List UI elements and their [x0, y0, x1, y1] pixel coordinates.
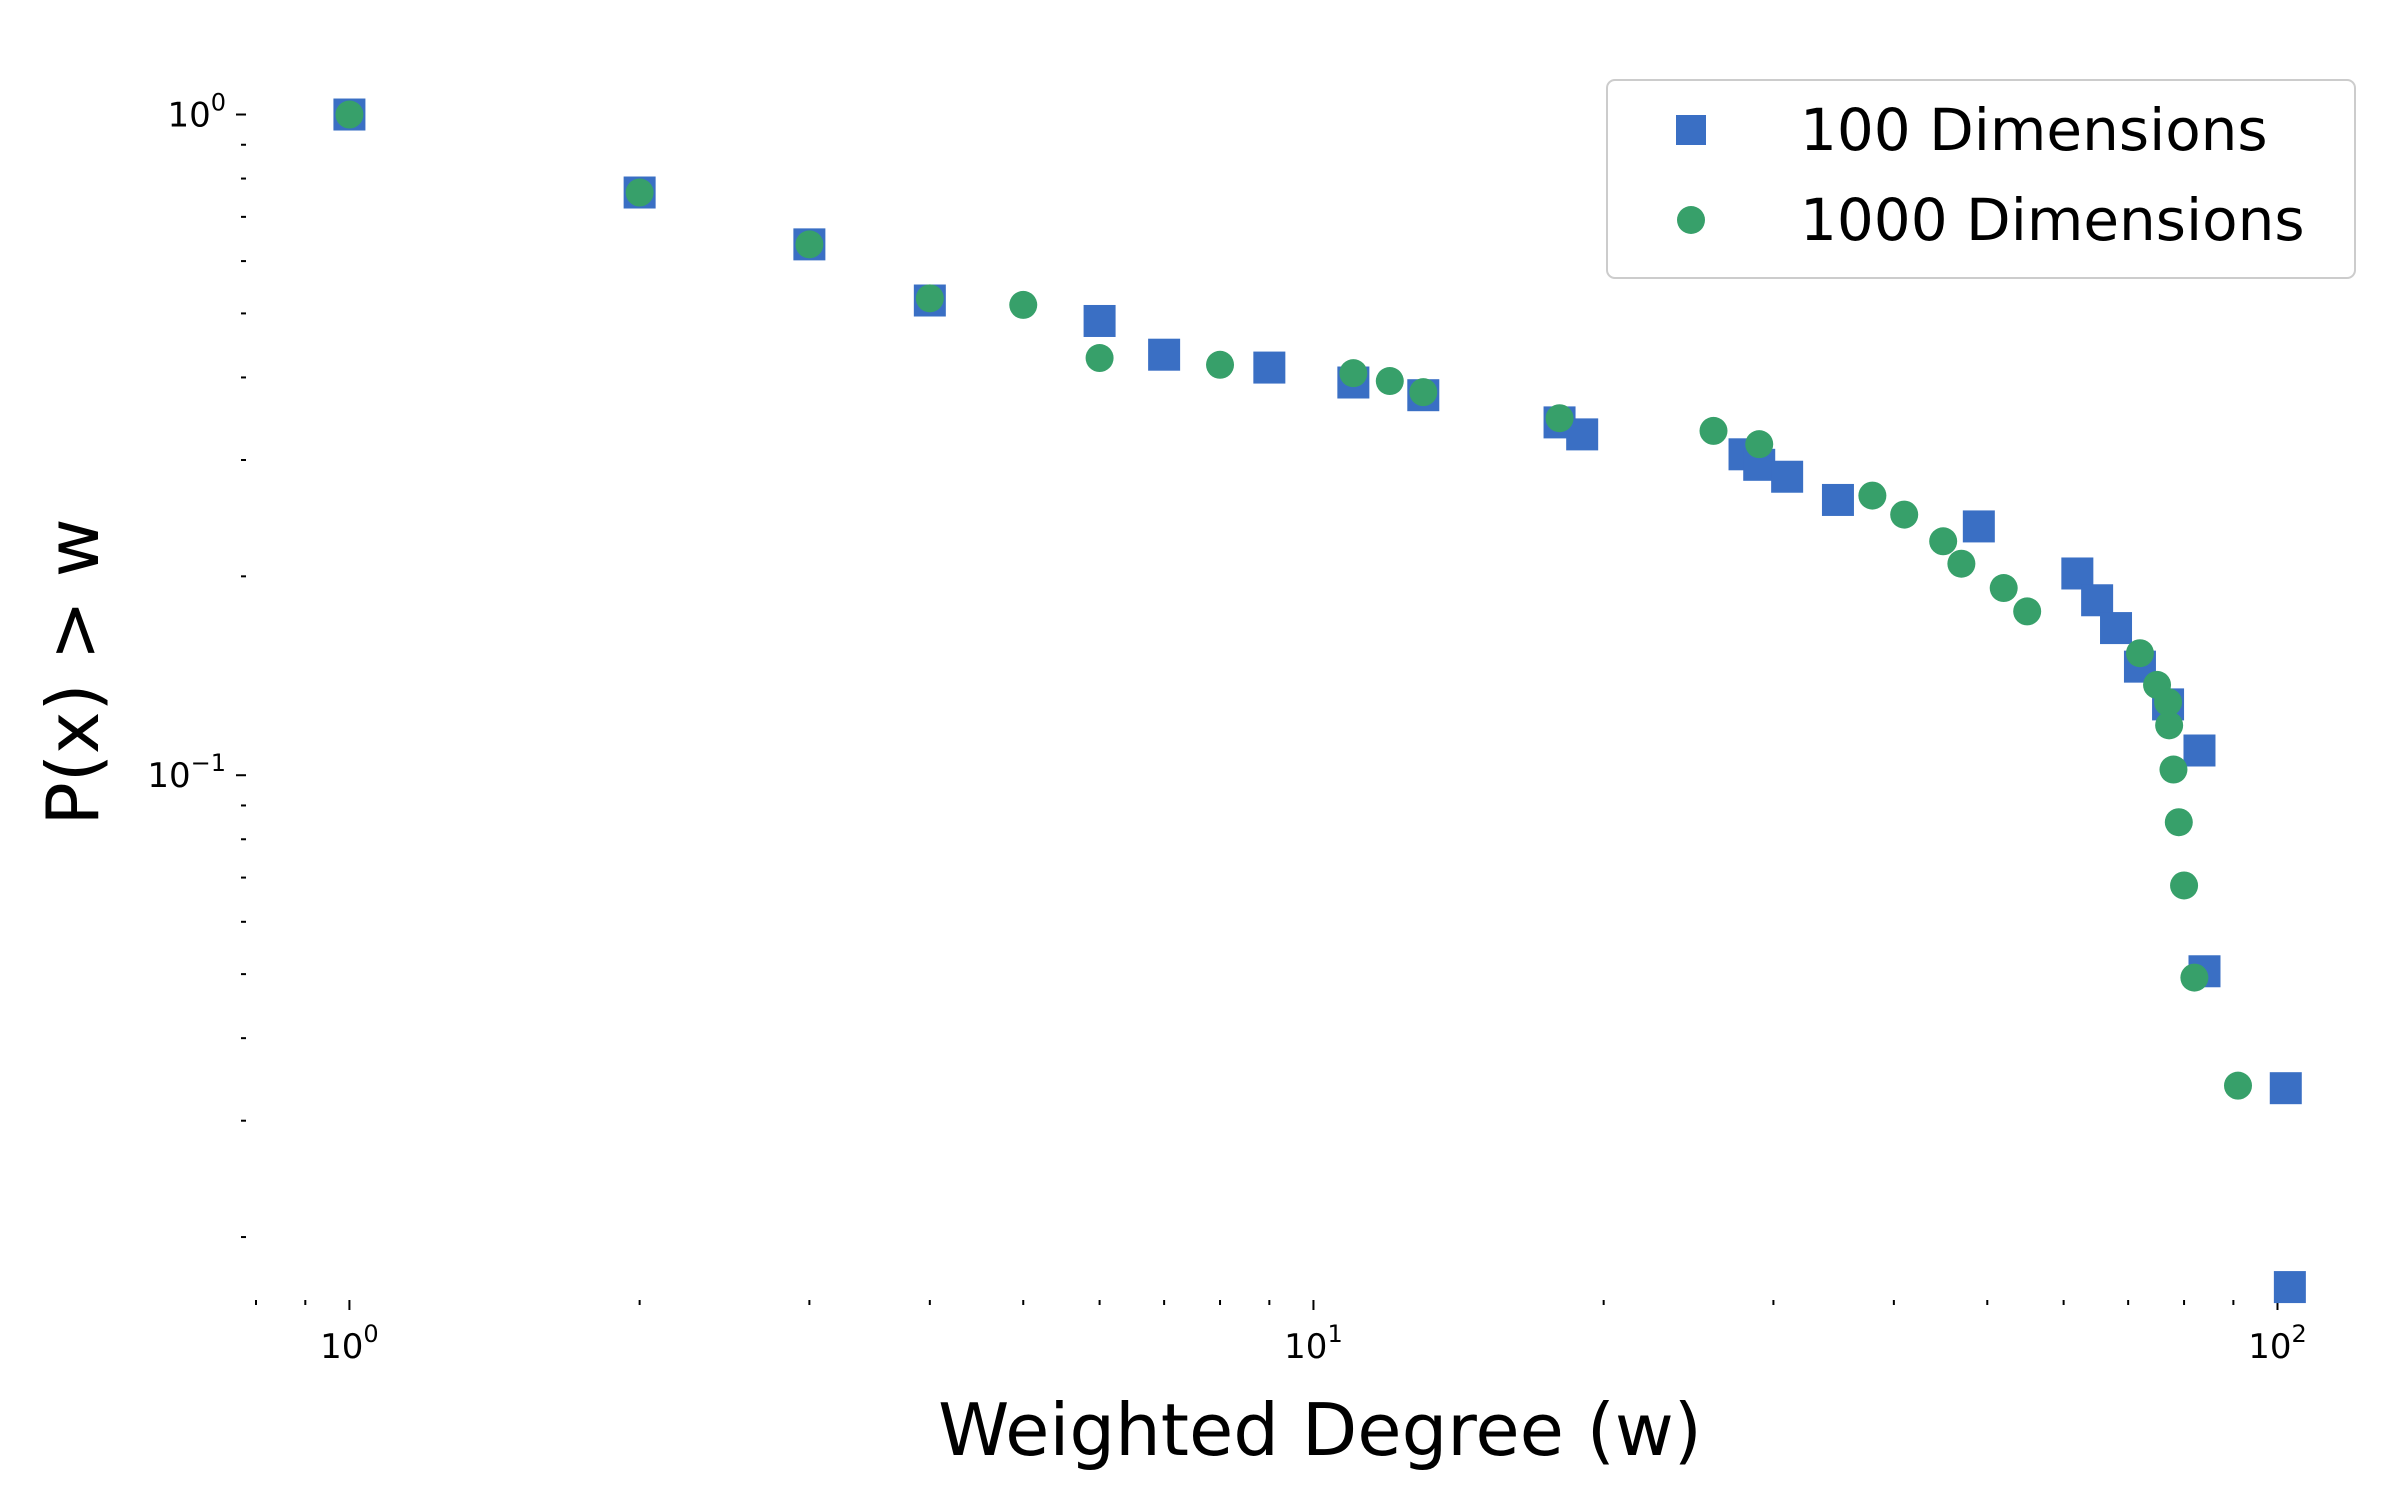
data-point-circle: [1545, 404, 1574, 433]
data-point-square: [2100, 612, 2133, 645]
data-point-circle: [2170, 871, 2199, 900]
data-point-square: [1083, 304, 1116, 337]
data-point-square: [1962, 510, 1995, 543]
legend: 100 Dimensions 1000 Dimensions: [1606, 79, 2356, 279]
y-axis: 100 10−1: [147, 89, 246, 1239]
x-axis-title: Weighted Degree (w): [938, 1388, 1702, 1472]
y-axis-title: P(x) > w: [31, 518, 115, 825]
data-point-square: [2269, 1072, 2302, 1105]
data-point-square: [1253, 351, 1286, 384]
legend-marker-circle: [1677, 206, 1705, 234]
data-point-square: [1821, 483, 1854, 516]
data-point-circle: [335, 100, 364, 129]
data-point-circle: [2164, 808, 2193, 837]
data-point-square: [2183, 734, 2216, 767]
x-tick-label: 102: [2248, 1320, 2307, 1367]
data-point-circle: [2013, 597, 2042, 626]
data-point-circle: [1206, 350, 1235, 379]
data-point-circle: [1890, 500, 1919, 529]
data-point-circle: [1947, 549, 1976, 578]
y-tick-label: 100: [167, 89, 226, 136]
y-tick-label: 10−1: [147, 749, 226, 796]
data-point-circle: [2125, 639, 2154, 668]
data-point-circle: [2155, 711, 2184, 740]
legend-label: 100 Dimensions: [1800, 96, 2268, 164]
data-point-circle: [2180, 963, 2209, 992]
data-point-circle: [795, 230, 824, 259]
x-tick-label: 101: [1284, 1320, 1343, 1367]
data-point-square: [2061, 557, 2094, 590]
legend-marker-square: [1676, 115, 1706, 145]
x-axis: 100 101 102: [255, 1300, 2307, 1367]
data-point-square: [1148, 338, 1181, 371]
legend-label: 1000 Dimensions: [1800, 186, 2305, 254]
data-point-circle: [2159, 755, 2188, 784]
data-point-circle: [1699, 416, 1728, 445]
data-point-circle: [1009, 290, 1038, 319]
data-point-square: [2273, 1271, 2306, 1304]
data-point-circle: [1745, 430, 1774, 459]
x-tick-label: 100: [320, 1320, 379, 1367]
data-point-circle: [1929, 527, 1958, 556]
data-point-circle: [2154, 688, 2183, 717]
legend-frame: [1606, 79, 2356, 279]
data-point-square: [2081, 584, 2114, 617]
data-point-circle: [2224, 1071, 2252, 1100]
data-point-circle: [915, 284, 944, 313]
data-point-circle: [1409, 378, 1438, 407]
series-2: [335, 100, 2252, 1100]
data-point-square: [1771, 460, 1804, 493]
data-point-circle: [1375, 367, 1404, 396]
plot-area: [333, 98, 2306, 1304]
data-point-circle: [625, 178, 654, 207]
data-point-circle: [1858, 481, 1887, 510]
series-1: [333, 98, 2306, 1304]
data-point-circle: [1989, 574, 2018, 603]
data-point-circle: [1339, 359, 1368, 388]
data-point-circle: [1085, 344, 1114, 373]
